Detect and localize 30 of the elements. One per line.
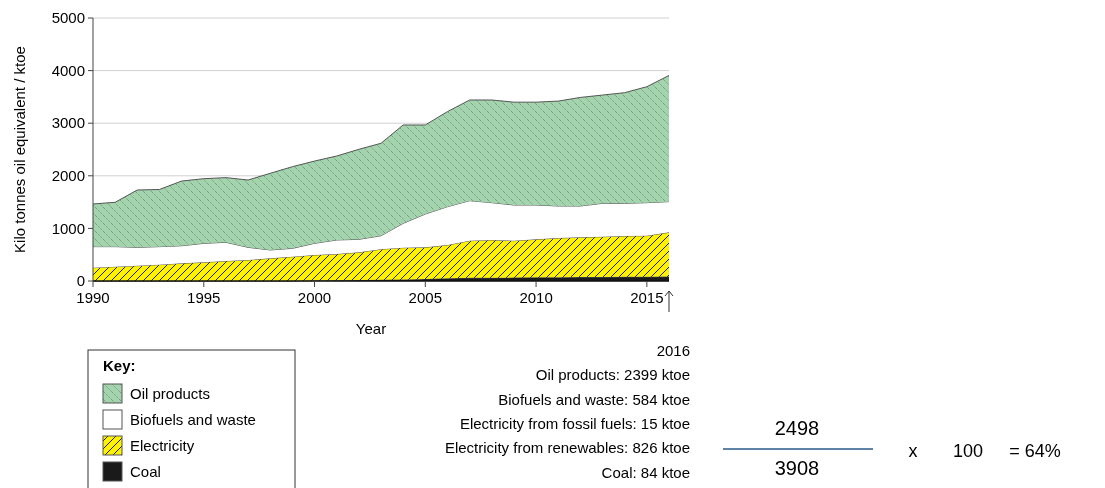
legend-label: Electricity — [130, 437, 195, 454]
x-tick-label: 1990 — [76, 289, 110, 306]
y-tick-label: 1000 — [51, 219, 85, 237]
y-tick-label: 0 — [76, 272, 85, 290]
y-tick-label: 5000 — [51, 9, 85, 27]
text: Electricity from fossil fuels: 15 ktoe — [459, 414, 690, 432]
x-tick-label: 2015 — [630, 289, 664, 306]
text: = 64% — [1009, 441, 1061, 461]
legend-label: Coal — [130, 463, 161, 480]
y-axis-title: Kilo tonnes oil equivalent / ktoe — [11, 46, 28, 253]
y-tick-label: 3000 — [51, 114, 85, 132]
text: 2016 — [656, 342, 690, 359]
y-tick-label: 2000 — [51, 167, 85, 185]
x-axis-title: Year — [355, 320, 387, 337]
legend-title: Key: — [103, 357, 136, 374]
x-tick-label: 2000 — [297, 289, 332, 306]
text: Oil products: 2399 ktoe — [535, 366, 690, 384]
y-tick-label: 4000 — [51, 61, 85, 79]
text: Electricity from renewables: 826 ktoe — [444, 439, 690, 457]
text: 2498 — [774, 417, 820, 439]
text: 100 — [952, 441, 984, 461]
text: x — [908, 441, 918, 461]
text: 3908 — [774, 457, 820, 479]
x-tick-label: 1995 — [187, 289, 221, 306]
x-tick-label: 2005 — [408, 289, 442, 306]
text: Biofuels and waste: 584 ktoe — [498, 390, 690, 408]
text: Coal: 84 ktoe — [601, 463, 690, 481]
legend-label: Oil products — [130, 385, 211, 402]
legend-label: Biofuels and waste — [130, 411, 256, 428]
x-tick-label: 2010 — [519, 289, 553, 306]
